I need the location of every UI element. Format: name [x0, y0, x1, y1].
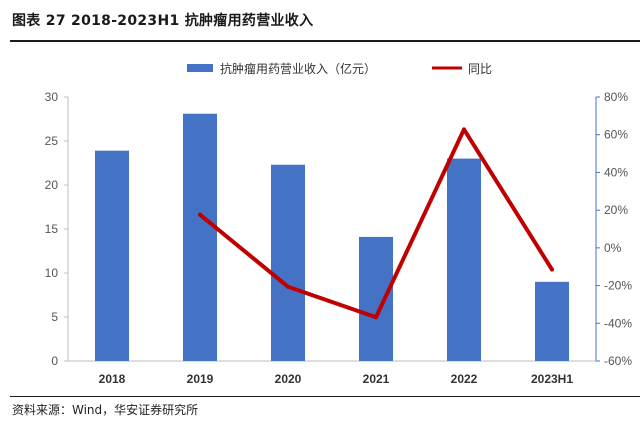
legend-swatch-bar — [187, 64, 213, 72]
x-tick-label: 2021 — [363, 372, 390, 386]
x-tick-label: 2018 — [99, 372, 126, 386]
y-tick-label-right: 40% — [604, 165, 628, 179]
line-point — [550, 267, 554, 272]
y-tick-label-left: 0 — [51, 354, 58, 368]
bar — [359, 236, 393, 361]
bar — [535, 281, 569, 361]
axis-labels: 0 5 10 15 20 25 30 -60% -40% -20% 0% 20% 40% 60% 80% 20… — [45, 90, 633, 386]
legend-label-line: 同比 — [468, 62, 492, 76]
line-series — [198, 127, 554, 320]
y-tick-label-left: 5 — [51, 310, 58, 324]
bar — [183, 113, 217, 361]
y-tick-label-left: 10 — [45, 266, 59, 280]
source-note: 资料来源：Wind，华安证券研究所 — [12, 403, 199, 417]
line-point — [286, 284, 290, 289]
y-tick-label-left: 25 — [45, 134, 59, 148]
y-tick-label-right: 20% — [604, 203, 628, 217]
x-tick-label: 2023H1 — [531, 372, 573, 386]
y-tick-label-right: 0% — [604, 241, 622, 255]
bar — [95, 150, 129, 361]
x-tick-label: 2022 — [451, 372, 478, 386]
title-rule — [10, 40, 640, 42]
y-tick-label-left: 30 — [45, 90, 59, 104]
y-tick-label-right: -20% — [604, 279, 632, 293]
source-rule — [10, 396, 640, 397]
legend-label-bar: 抗肿瘤用药营业收入（亿元） — [220, 61, 376, 76]
y-tick-label-right: -40% — [604, 316, 632, 330]
axes — [64, 96, 600, 362]
y-tick-label-left: 15 — [45, 222, 59, 236]
chart-title: 图表 27 2018-2023H1 抗肿瘤用药营业收入 — [12, 13, 314, 29]
y-tick-label-right: 60% — [604, 128, 628, 142]
y-tick-label-right: -60% — [604, 354, 632, 368]
x-tick-label: 2019 — [187, 372, 214, 386]
bar — [271, 164, 305, 361]
line-point — [374, 315, 378, 320]
bar — [447, 158, 481, 361]
line-point — [198, 212, 202, 217]
y-tick-label-right: 80% — [604, 90, 628, 104]
y-tick-label-left: 20 — [45, 178, 59, 192]
legend: 抗肿瘤用药营业收入（亿元） 同比 — [187, 61, 492, 76]
line-point — [462, 127, 466, 132]
bar-series — [95, 113, 569, 361]
x-tick-label: 2020 — [275, 372, 302, 386]
